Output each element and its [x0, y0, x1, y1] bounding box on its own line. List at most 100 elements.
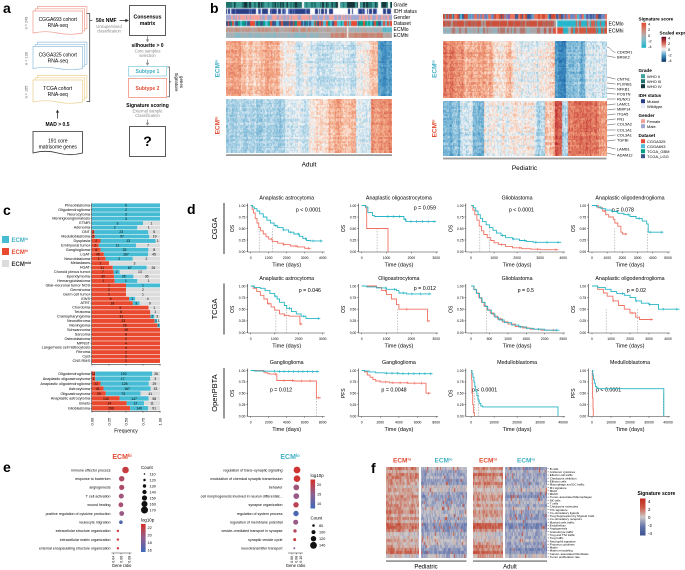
svg-text:2000: 2000: [541, 337, 549, 341]
svg-text:0.75: 0.75: [350, 380, 357, 384]
svg-text:4: 4: [125, 346, 127, 350]
svg-text:2000: 2000: [295, 337, 303, 341]
svg-text:p < 0.0001: p < 0.0001: [472, 388, 497, 394]
svg-text:11: 11: [92, 372, 96, 376]
svg-text:external encapsulating structu: external encapsulating structure organiz…: [39, 547, 111, 551]
svg-text:23: 23: [121, 319, 125, 323]
svg-text:140: 140: [103, 397, 109, 401]
svg-text:Ganglioglioma: Ganglioglioma: [382, 360, 416, 366]
svg-text:0.75: 0.75: [239, 296, 246, 300]
svg-text:Ganglioglioma: Ganglioglioma: [66, 248, 91, 252]
svg-text:12: 12: [134, 402, 138, 406]
svg-text:3000: 3000: [301, 256, 309, 260]
svg-text:6: 6: [125, 204, 127, 208]
svg-text:cell morphogenesis involved in: cell morphogenesis involved in neuron di…: [201, 494, 283, 498]
svg-text:Time (days): Time (days): [384, 344, 413, 350]
svg-text:0.50: 0.50: [457, 227, 464, 231]
svg-text:Time (days): Time (days): [384, 427, 413, 433]
svg-text:8: 8: [153, 248, 155, 252]
svg-text:Oligodendroglioma: Oligodendroglioma: [58, 372, 91, 376]
svg-text:3000: 3000: [319, 337, 327, 341]
svg-text:Protumor cytokines: Protumor cytokines: [550, 542, 575, 546]
svg-text:2: 2: [142, 288, 144, 292]
svg-text:160: 160: [150, 502, 156, 506]
svg-text:Time (days): Time (days): [272, 263, 301, 269]
svg-text:synaptic vesicle cycle: synaptic vesicle cycle: [248, 538, 282, 542]
svg-text:0.00: 0.00: [457, 414, 464, 418]
svg-text:e: e: [3, 459, 11, 475]
svg-text:TCGA cohort: TCGA cohort: [43, 86, 73, 92]
svg-text:OS: OS: [230, 224, 236, 232]
svg-text:0: 0: [250, 256, 252, 260]
svg-text:0.25: 0.25: [106, 417, 111, 426]
svg-text:n = 139: n = 139: [25, 52, 29, 65]
svg-text:11: 11: [116, 244, 120, 248]
svg-text:2000: 2000: [626, 337, 634, 341]
svg-text:1000: 1000: [504, 337, 512, 341]
svg-text:2: 2: [118, 257, 120, 261]
svg-text:58: 58: [152, 397, 156, 401]
svg-text:1: 1: [158, 319, 160, 323]
svg-text:ECMhi: ECMhi: [394, 33, 409, 39]
svg-text:Teratoma: Teratoma: [74, 310, 91, 314]
svg-text:ECMlo: ECMlo: [609, 22, 624, 28]
svg-text:Effector cells: Effector cells: [550, 480, 567, 484]
svg-text:0.75: 0.75: [239, 380, 246, 384]
svg-text:0.06: 0.06: [119, 556, 123, 563]
svg-text:Time (days): Time (days): [503, 427, 532, 433]
svg-text:16: 16: [148, 549, 152, 553]
svg-text:Checkpoint molecules: Checkpoint molecules: [550, 505, 579, 509]
svg-text:OS: OS: [571, 224, 577, 232]
svg-text:Co–stimulatory ligands: Co–stimulatory ligands: [550, 511, 580, 515]
svg-text:Anaplastic oligodendroglioma: Anaplastic oligodendroglioma: [595, 276, 664, 282]
svg-text:Cancer–associated fibroblasts: Cancer–associated fibroblasts: [550, 552, 589, 556]
svg-text:0.25: 0.25: [457, 238, 464, 242]
svg-text:Unsupervised: Unsupervised: [96, 24, 122, 29]
svg-text:167: 167: [124, 387, 130, 391]
svg-text:Neurofibroma: Neurofibroma: [67, 319, 91, 323]
svg-text:1.00: 1.00: [350, 369, 357, 373]
svg-text:ECMhi: ECMhi: [214, 117, 221, 135]
svg-text:TCGA_GBM: TCGA_GBM: [647, 149, 669, 154]
svg-text:20: 20: [317, 483, 321, 487]
svg-text:1.00: 1.00: [457, 204, 464, 208]
svg-text:1: 1: [98, 257, 100, 261]
svg-text:wound healing: wound healing: [87, 503, 110, 507]
svg-text:0.25: 0.25: [350, 319, 357, 323]
svg-text:0.75: 0.75: [350, 296, 357, 300]
svg-text:2: 2: [648, 507, 651, 512]
svg-text:0.50: 0.50: [580, 227, 587, 231]
svg-text:ECMhi: ECMhi: [393, 457, 411, 465]
svg-text:ECMmid: ECMmid: [12, 261, 32, 268]
svg-text:Treg Suppression by Myeloid Ce: Treg Suppression by Myeloid Cells: [550, 514, 595, 518]
svg-text:Adult: Adult: [503, 565, 517, 570]
svg-text:2: 2: [116, 270, 118, 274]
svg-text:1.00: 1.00: [239, 284, 246, 288]
svg-text:Schwannoma: Schwannoma: [67, 328, 91, 332]
svg-text:1: 1: [155, 319, 157, 323]
svg-text:Count: Count: [311, 516, 323, 521]
svg-text:150: 150: [150, 496, 156, 500]
svg-text:19: 19: [153, 235, 157, 239]
svg-text:0.75: 0.75: [350, 215, 357, 219]
svg-text:1000: 1000: [265, 256, 273, 260]
svg-text:10000: 10000: [489, 420, 499, 424]
svg-text:1: 1: [108, 284, 110, 288]
svg-text:extracellular structure organi: extracellular structure organization: [56, 529, 111, 533]
svg-text:Cyst: Cyst: [82, 355, 91, 359]
svg-text:1000: 1000: [383, 256, 391, 260]
svg-text:0.08: 0.08: [295, 556, 299, 563]
svg-text:FN1: FN1: [617, 116, 624, 121]
svg-text:20000: 20000: [625, 420, 635, 424]
svg-text:MAD > 0.5: MAD > 0.5: [45, 122, 69, 128]
svg-text:73: 73: [121, 392, 125, 396]
svg-text:Choroid plexus tumor: Choroid plexus tumor: [54, 270, 91, 274]
svg-text:p = 0.5: p = 0.5: [518, 288, 534, 294]
svg-text:0.25: 0.25: [239, 403, 246, 407]
svg-text:Dataset: Dataset: [639, 133, 656, 138]
svg-text:Signature: Signature: [174, 73, 179, 92]
svg-text:Tumor proliferation rate: Tumor proliferation rate: [550, 555, 580, 559]
svg-text:OS: OS: [341, 305, 347, 313]
svg-text:Pediatric: Pediatric: [414, 565, 437, 570]
svg-text:4000: 4000: [319, 256, 327, 260]
